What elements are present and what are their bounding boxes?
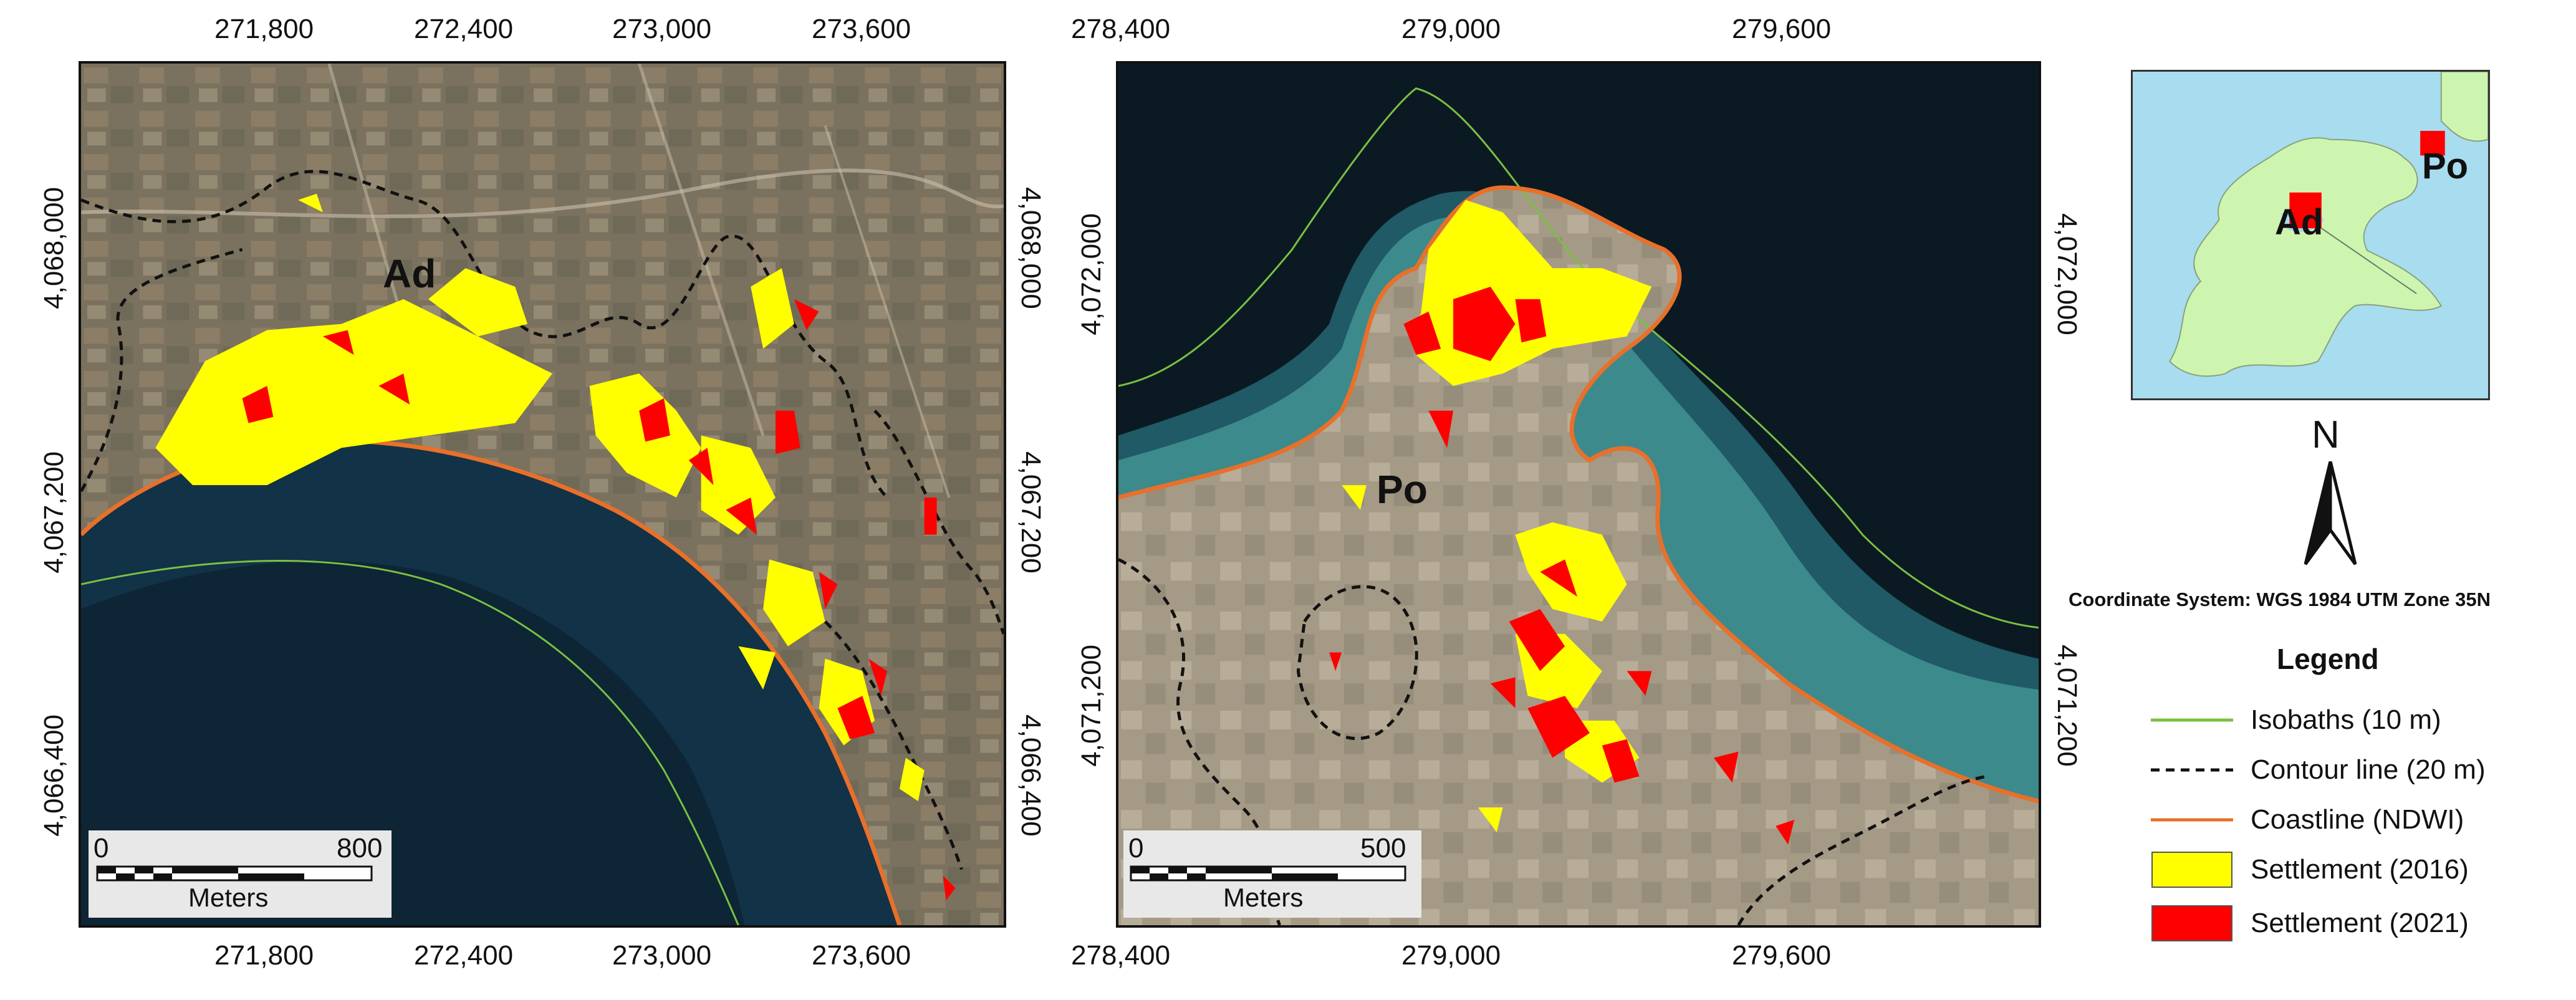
map-a-top-tick: 273,600 — [812, 14, 911, 44]
scale-max-label: 800 — [337, 833, 383, 863]
inset-locator-map: Ad Po — [2131, 70, 2490, 400]
scale-zero-label: 0 — [94, 833, 109, 863]
map-b-right-tick: 4,071,200 — [2052, 645, 2082, 767]
legend-item-settlement-2021: Settlement (2021) — [2151, 901, 2469, 945]
legend-label: Contour line (20 m) — [2251, 754, 2486, 785]
legend-title: Legend — [2277, 643, 2379, 675]
map-a-bottom-tick: 273,000 — [612, 940, 712, 971]
coordinate-system-label: Coordinate System: WGS 1984 UTM Zone 35N — [2069, 589, 2491, 610]
map-panel-po: Po 0 500 Meters — [1116, 61, 2041, 928]
place-label-ad: Ad — [383, 251, 436, 296]
map-b-top-tick: 279,600 — [1732, 14, 1832, 44]
legend-item-isobaths: Isobaths (10 m) — [2151, 698, 2441, 742]
legend-item-coastline: Coastline (NDWI) — [2151, 798, 2464, 842]
map-b-bottom-tick: 279,000 — [1401, 940, 1501, 971]
inset-box-ad — [2289, 192, 2322, 229]
scale-bar-ad: 0 800 Meters — [89, 830, 392, 918]
map-a-left-tick: 4,066,400 — [39, 714, 69, 837]
legend-item-contour: Contour line (20 m) — [2151, 748, 2486, 792]
map-a-top-tick: 273,000 — [612, 14, 712, 44]
contour-line — [81, 170, 888, 499]
scale-max-label: 500 — [1360, 833, 1406, 863]
scale-unit-label: Meters — [1223, 883, 1304, 912]
settlement-2021-swatch — [2151, 905, 2233, 942]
place-label-po: Po — [1377, 467, 1428, 512]
map-a-bottom-tick: 273,600 — [812, 940, 911, 971]
map-b-right-tick: 4,072,000 — [2052, 213, 2082, 335]
inset-label-po: Po — [2422, 146, 2469, 186]
map-a-right-tick: 4,068,000 — [1016, 187, 1046, 309]
contour-line-symbol — [2151, 751, 2233, 789]
map-b-bottom-tick: 279,600 — [1732, 940, 1832, 971]
isobath-line-symbol — [2151, 701, 2233, 739]
map-a-bottom-tick: 271,800 — [214, 940, 314, 971]
settlement-2016-swatch — [2151, 851, 2233, 888]
north-label: N — [2312, 413, 2340, 456]
map-b-bottom-tick: 278,400 — [1071, 940, 1171, 971]
legend-label: Settlement (2016) — [2251, 854, 2469, 885]
map-a-bottom-tick: 272,400 — [414, 940, 514, 971]
legend-item-settlement-2016: Settlement (2016) — [2151, 848, 2469, 892]
legend-label: Settlement (2021) — [2251, 908, 2469, 938]
map-po-imagery — [1118, 64, 2039, 925]
north-arrow-icon — [2304, 461, 2357, 565]
coastline-line-symbol — [2151, 801, 2233, 839]
settlement-2016-areas — [155, 193, 925, 802]
legend-label: Isobaths (10 m) — [2251, 704, 2441, 735]
coastline-line — [1118, 185, 2039, 804]
inset-label-ad: Ad — [2275, 202, 2324, 243]
isobath-line — [81, 560, 739, 925]
settlement-2021-areas — [242, 299, 956, 901]
map-b-top-tick: 278,400 — [1071, 14, 1171, 44]
scale-unit-label: Meters — [188, 883, 269, 912]
isobath-line — [1118, 87, 2039, 629]
legend-label: Coastline (NDWI) — [2251, 804, 2464, 835]
map-a-right-tick: 4,066,400 — [1016, 714, 1046, 837]
map-a-left-tick: 4,068,000 — [39, 187, 69, 309]
map-a-top-tick: 272,400 — [414, 14, 514, 44]
map-a-right-tick: 4,067,200 — [1016, 451, 1046, 574]
scale-zero-label: 0 — [1128, 833, 1144, 863]
map-panel-ad: Ad 0 800 Meters — [79, 61, 1006, 928]
scale-bar-po: 0 500 Meters — [1123, 830, 1421, 918]
map-b-top-tick: 279,000 — [1401, 14, 1501, 44]
inset-island-shape — [2169, 72, 2488, 377]
map-b-left-tick: 4,072,000 — [1076, 213, 1107, 335]
inset-box-po — [2420, 130, 2445, 156]
map-a-top-tick: 271,800 — [214, 14, 314, 44]
map-a-left-tick: 4,067,200 — [39, 451, 69, 574]
map-ad-imagery — [81, 64, 1004, 925]
map-b-left-tick: 4,071,200 — [1076, 645, 1107, 767]
